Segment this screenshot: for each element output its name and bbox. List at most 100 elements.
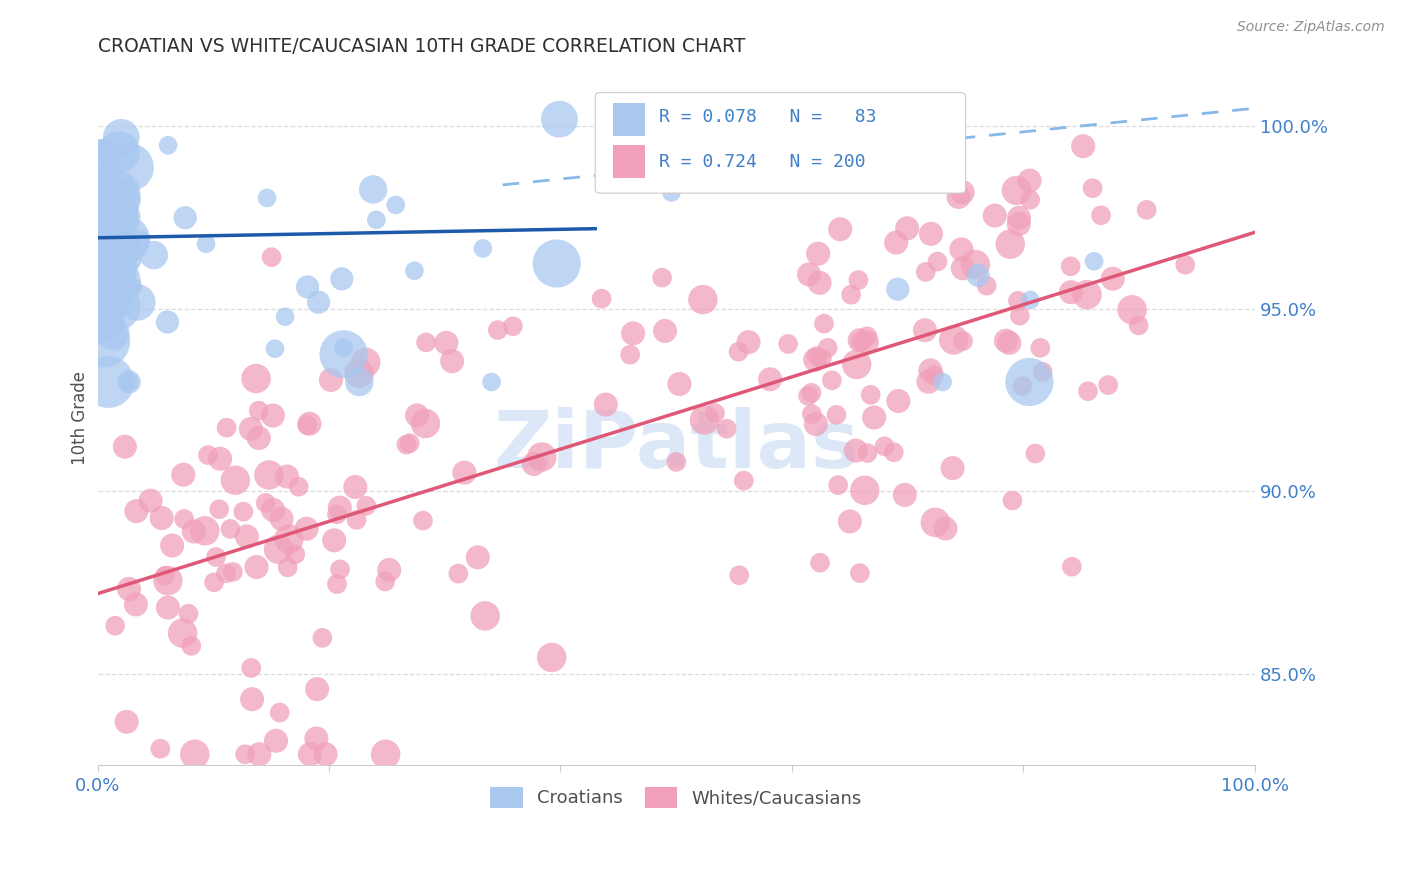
Point: [848, 273, 870, 287]
Point: [1060, 285, 1083, 300]
Point: [274, 310, 297, 324]
Point: [901, 126, 924, 140]
Point: [904, 168, 927, 182]
Text: ZiPatlas: ZiPatlas: [494, 408, 859, 485]
Point: [797, 268, 820, 282]
Text: R = 0.724   N = 200: R = 0.724 N = 200: [659, 153, 866, 171]
Point: [150, 511, 173, 525]
Point: [998, 335, 1021, 350]
Point: [374, 747, 396, 762]
Point: [156, 600, 179, 615]
Point: [856, 335, 879, 350]
Point: [806, 349, 828, 363]
Point: [863, 410, 886, 425]
Point: [194, 524, 217, 538]
Point: [804, 417, 827, 431]
Point: [110, 213, 132, 227]
Point: [87, 184, 110, 198]
Point: [737, 335, 759, 350]
Point: [205, 549, 228, 564]
Point: [800, 385, 823, 400]
Point: [1011, 379, 1033, 393]
Point: [952, 334, 974, 348]
Point: [209, 451, 232, 466]
Point: [665, 455, 688, 469]
Point: [1060, 559, 1083, 574]
Point: [415, 335, 437, 350]
Point: [127, 234, 149, 248]
Point: [994, 334, 1017, 348]
Point: [591, 292, 613, 306]
Point: [149, 741, 172, 756]
Point: [845, 443, 868, 458]
Point: [329, 500, 352, 515]
Point: [859, 388, 882, 402]
Point: [1000, 237, 1022, 252]
Point: [1032, 365, 1054, 379]
Point: [727, 344, 749, 359]
Point: [1081, 181, 1104, 195]
Point: [94, 273, 117, 287]
Point: [105, 209, 128, 223]
Point: [941, 461, 963, 475]
Point: [311, 631, 333, 645]
Point: [295, 522, 318, 536]
Point: [156, 574, 179, 588]
Point: [89, 290, 111, 304]
Point: [247, 431, 270, 445]
Point: [354, 355, 377, 369]
Point: [298, 747, 321, 762]
Point: [927, 254, 949, 268]
Point: [195, 236, 218, 251]
Point: [118, 375, 141, 389]
Point: [260, 250, 283, 264]
Point: [115, 714, 138, 729]
Point: [546, 256, 568, 270]
Point: [804, 352, 827, 367]
Point: [856, 329, 879, 343]
Text: Source: ZipAtlas.com: Source: ZipAtlas.com: [1237, 20, 1385, 34]
Point: [264, 733, 287, 747]
Point: [486, 323, 509, 337]
Point: [91, 231, 114, 245]
Point: [728, 568, 751, 582]
Point: [97, 287, 120, 301]
Point: [172, 626, 194, 640]
Point: [378, 563, 401, 577]
Point: [849, 334, 872, 349]
Point: [481, 375, 503, 389]
Point: [453, 466, 475, 480]
Point: [236, 529, 259, 543]
Point: [404, 264, 426, 278]
Point: [920, 227, 942, 241]
Point: [208, 502, 231, 516]
Text: R = 0.078   N =   83: R = 0.078 N = 83: [659, 108, 876, 126]
Point: [125, 504, 148, 518]
Point: [948, 190, 970, 204]
Point: [733, 474, 755, 488]
Point: [100, 197, 122, 211]
Point: [118, 375, 141, 389]
Point: [548, 112, 571, 127]
Point: [849, 566, 872, 580]
Point: [97, 230, 120, 244]
Point: [821, 373, 844, 387]
Bar: [613, 145, 645, 178]
Point: [121, 279, 143, 293]
Point: [101, 326, 124, 341]
Point: [97, 192, 120, 206]
Point: [108, 211, 131, 225]
Point: [984, 209, 1007, 223]
Point: [1090, 208, 1112, 222]
Point: [1059, 260, 1081, 274]
Point: [172, 467, 194, 482]
Point: [1005, 184, 1028, 198]
Point: [830, 222, 852, 236]
Point: [848, 333, 870, 347]
Point: [825, 408, 848, 422]
Point: [965, 258, 987, 272]
Bar: [613, 103, 645, 136]
Point: [173, 512, 195, 526]
Point: [406, 409, 429, 423]
Point: [887, 394, 910, 409]
